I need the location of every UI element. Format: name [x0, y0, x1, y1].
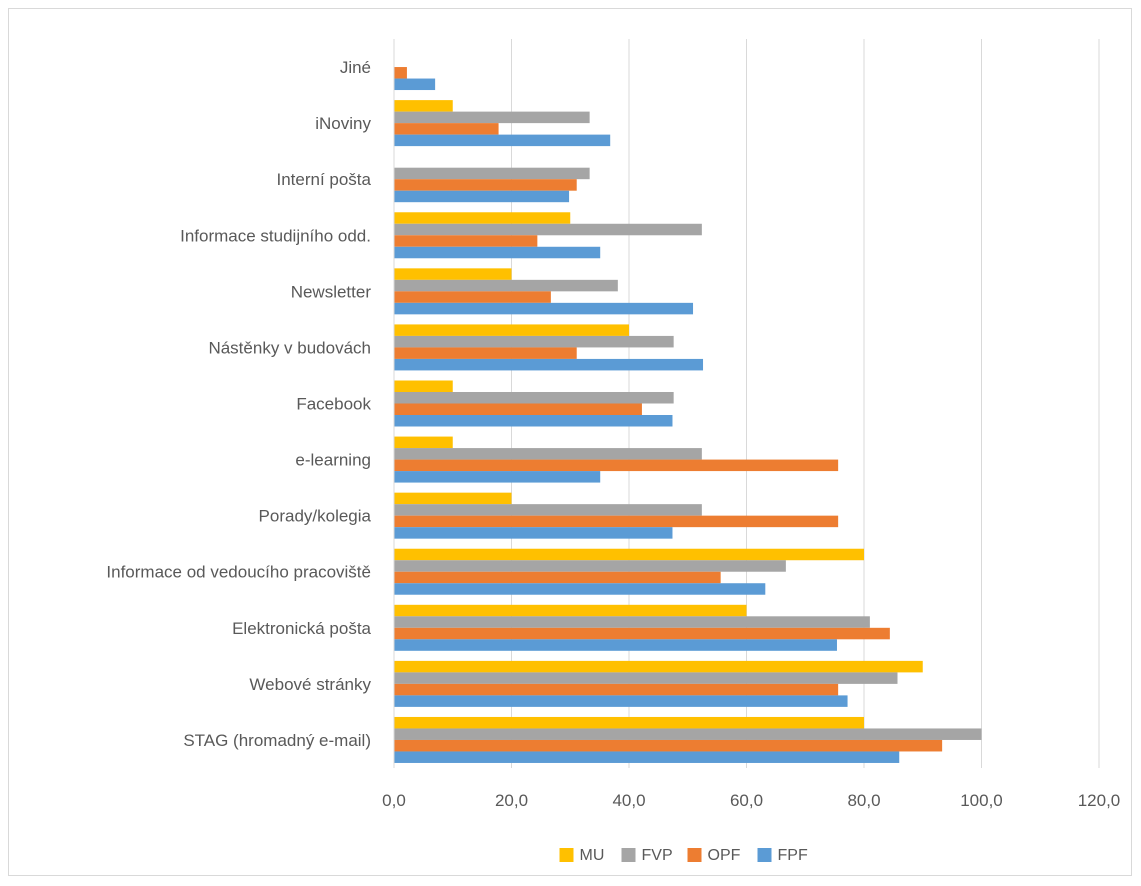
legend-swatch [559, 848, 574, 862]
category-label: Interní pošta [276, 170, 371, 189]
bar-fvp [394, 616, 870, 628]
bar-fpf [394, 415, 673, 427]
bar-fvp [394, 223, 702, 236]
bar-opf [394, 515, 839, 528]
legend-label: MU [580, 847, 605, 864]
category-label: Informace od vedoucího pracoviště [106, 563, 371, 582]
bar-opf [394, 403, 642, 415]
bar-fpf [394, 751, 900, 763]
bar-fvp [394, 335, 674, 348]
bar-opf [394, 571, 721, 584]
category-label: Elektronická pošta [232, 619, 371, 638]
bar-mu [394, 324, 629, 336]
category-label: e-learning [295, 451, 371, 470]
category-label: Facebook [296, 395, 371, 414]
bar-fpf [394, 583, 766, 595]
bar-fpf [394, 190, 570, 203]
bar-fpf [394, 302, 694, 315]
bars [394, 67, 982, 763]
bar-fvp [394, 279, 618, 292]
category-labels: STAG (hromadný e-mail) Webové stránky Elek… [106, 58, 371, 750]
x-tick-label: 40,0 [612, 791, 645, 810]
bar-fpf [394, 246, 601, 259]
bar-fvp [394, 167, 590, 180]
bar-mu [394, 268, 512, 280]
bar-chart: STAG (hromadný e-mail) Webové stránky Elek… [106, 39, 1120, 864]
bar-mu [394, 548, 864, 561]
x-tick-label: 100,0 [960, 791, 1003, 810]
bar-fvp [394, 448, 702, 460]
x-tick-labels: 0,0 20,0 40,0 60,0 80,0 100,0 120,0 [382, 791, 1120, 810]
legend-swatch [621, 848, 636, 862]
bar-fpf [394, 358, 704, 371]
x-tick-label: 120,0 [1078, 791, 1121, 810]
bar-opf [394, 739, 943, 752]
x-tick-label: 20,0 [495, 791, 528, 810]
bar-opf [394, 627, 890, 640]
bar-fvp [394, 672, 898, 684]
category-label: Webové stránky [249, 675, 371, 694]
bar-mu [394, 604, 747, 617]
bar-opf [394, 459, 839, 472]
bar-mu [394, 100, 453, 112]
category-label: STAG (hromadný e-mail) [183, 731, 371, 750]
category-label: Informace studijního odd. [180, 226, 371, 245]
bar-fpf [394, 639, 837, 651]
bar-opf [394, 179, 577, 191]
bar-opf [394, 347, 577, 359]
category-label: iNoviny [315, 114, 371, 133]
bar-fpf [394, 134, 611, 147]
bar-opf [394, 683, 839, 696]
bar-opf [394, 235, 538, 247]
bar-fpf [394, 695, 848, 707]
bar-mu [394, 436, 453, 449]
legend-label: OPF [708, 847, 741, 864]
x-tick-label: 0,0 [382, 791, 406, 810]
bar-mu [394, 660, 923, 673]
bar-fpf [394, 471, 601, 483]
category-label: Nástěnky v budovách [208, 338, 371, 357]
category-label: Porady/kolegia [259, 507, 372, 526]
bar-fvp [394, 560, 786, 572]
legend-swatch [757, 848, 772, 862]
bar-fvp [394, 728, 982, 740]
category-label: Newsletter [291, 282, 372, 301]
bar-mu [394, 380, 453, 392]
x-tick-label: 80,0 [847, 791, 880, 810]
bar-mu [394, 212, 571, 224]
bar-opf [394, 291, 551, 303]
legend-item: FVP [621, 847, 673, 864]
legend-label: FVP [642, 847, 673, 864]
bar-fpf [394, 527, 673, 539]
bar-fvp [394, 111, 590, 124]
bar-fvp [394, 392, 674, 404]
bar-opf [394, 67, 407, 79]
legend: MU FVP OPF FPF [559, 847, 808, 864]
legend-item: OPF [687, 847, 741, 864]
legend-item: FPF [757, 847, 808, 864]
bar-fvp [394, 504, 702, 516]
x-tick-label: 60,0 [730, 791, 763, 810]
legend-label: FPF [778, 847, 808, 864]
bar-opf [394, 123, 499, 135]
bar-mu [394, 716, 864, 729]
legend-swatch [687, 848, 702, 862]
bar-mu [394, 492, 512, 505]
bar-fpf [394, 78, 436, 91]
chart-frame: STAG (hromadný e-mail) Webové stránky Elek… [8, 8, 1132, 876]
legend-item: MU [559, 847, 605, 864]
category-label: Jiné [340, 58, 371, 77]
